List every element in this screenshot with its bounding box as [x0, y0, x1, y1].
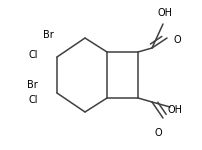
Text: O: O [154, 128, 162, 138]
Text: O: O [173, 35, 181, 45]
Text: Br: Br [43, 30, 54, 40]
Text: Cl: Cl [28, 50, 38, 60]
Text: Cl: Cl [28, 95, 38, 105]
Text: Br: Br [27, 80, 38, 90]
Text: OH: OH [168, 105, 183, 115]
Text: OH: OH [158, 8, 173, 18]
